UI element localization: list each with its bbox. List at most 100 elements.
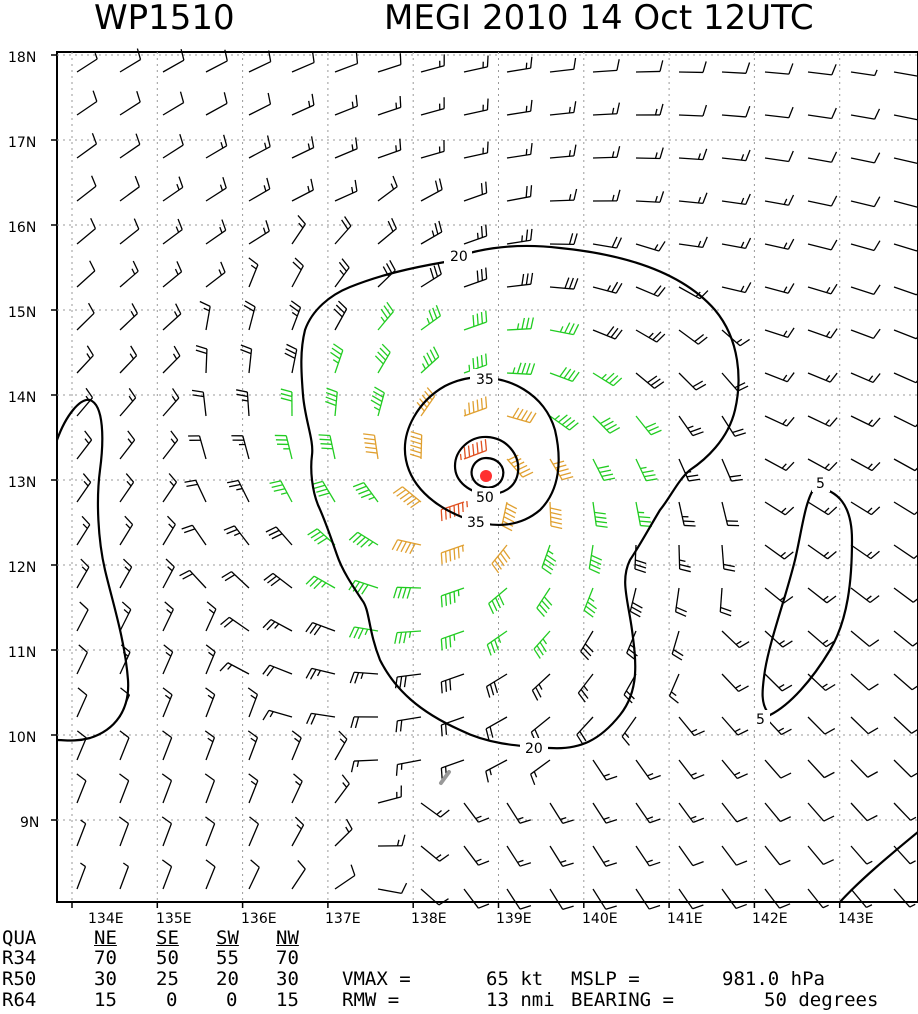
- wind-barb: [205, 92, 228, 116]
- wind-barb: [318, 434, 336, 460]
- wind-barb: [162, 644, 174, 675]
- row-label-r34: R34: [2, 947, 37, 969]
- wind-barb: [269, 480, 293, 503]
- wind-barb: [678, 148, 708, 161]
- wind-barb: [205, 134, 228, 159]
- wind-barb: [807, 458, 838, 472]
- wind-barb: [463, 396, 488, 417]
- wind-barb: [678, 104, 708, 117]
- wind-barb: [219, 662, 250, 675]
- wind-barb: [393, 586, 422, 599]
- longitude-labels: 134E 135E 136E 137E 138E 139E 140E 141E …: [88, 911, 874, 926]
- mslp-label: MSLP =: [571, 968, 640, 990]
- wind-barb: [850, 196, 881, 208]
- wind-barb: [370, 386, 385, 417]
- wind-barb: [220, 616, 250, 632]
- lon-label: 140E: [582, 911, 618, 926]
- wind-barb: [506, 272, 534, 288]
- wind-barb: [334, 94, 358, 116]
- wind-barb: [334, 52, 359, 73]
- wind-barb: [893, 157, 918, 165]
- wind-barb: [721, 372, 749, 392]
- wind-barb: [291, 773, 303, 804]
- gray-blob: [439, 770, 451, 785]
- wind-barb: [76, 819, 87, 847]
- vmax-value: 65 kt: [486, 968, 544, 990]
- wind-barb: [236, 389, 250, 417]
- wind-barb: [420, 802, 450, 818]
- vmax-label: VMAX =: [342, 968, 411, 990]
- wind-barb: [395, 759, 422, 776]
- wind-barb: [377, 217, 398, 245]
- wind-barb: [893, 501, 918, 516]
- wind-barb: [463, 55, 489, 73]
- wind-barb: [488, 587, 508, 615]
- wind-barb: [678, 236, 708, 248]
- wind-barb: [440, 500, 468, 522]
- wind-barb: [807, 328, 838, 339]
- wind-barb: [583, 587, 597, 618]
- wind-barb: [635, 759, 661, 781]
- wind-barb: [440, 630, 465, 651]
- wind-barb: [205, 219, 227, 245]
- wind-barb: [807, 888, 829, 909]
- wind-barb: [76, 387, 94, 417]
- wind-barb: [764, 888, 791, 909]
- wind-barb: [506, 802, 531, 824]
- wind-barb: [262, 709, 293, 721]
- lon-label: 139E: [496, 911, 532, 926]
- wind-barb: [243, 300, 256, 331]
- wind-barb: [721, 759, 748, 780]
- wind-barb: [348, 626, 379, 640]
- wind-barb: [352, 482, 379, 503]
- wind-barb: [420, 346, 440, 374]
- wind-barb: [592, 501, 608, 528]
- lat-label: 13N: [8, 475, 36, 491]
- wind-barb: [893, 372, 918, 384]
- wind-barb: [119, 133, 141, 159]
- lon-label: 137E: [325, 911, 361, 926]
- wind-barb: [179, 569, 207, 589]
- wind-barb: [549, 501, 563, 530]
- wind-barb: [291, 859, 306, 890]
- wind-barb: [248, 773, 259, 804]
- wind-barb: [764, 544, 794, 560]
- row-label-r50: R50: [2, 968, 37, 990]
- contour-label-35-top: 35: [476, 372, 494, 388]
- wind-barb: [850, 888, 873, 909]
- wind-barb: [807, 630, 836, 648]
- wind-barb: [377, 882, 408, 895]
- wind-barb: [549, 845, 574, 867]
- wind-barb: [764, 150, 794, 163]
- wind-barb: [531, 673, 551, 701]
- wind-barb: [395, 716, 422, 733]
- wind-barb: [205, 49, 228, 73]
- contour-se-corner: [839, 831, 918, 903]
- wind-barb: [350, 759, 379, 773]
- map-frame: [56, 51, 918, 903]
- r50-sw: 20: [216, 968, 239, 990]
- wind-barb: [764, 673, 793, 692]
- contour-label-50: 50: [476, 490, 494, 506]
- contour-label-20-top: 20: [450, 249, 468, 265]
- wind-barb: [377, 175, 398, 202]
- wind-barb: [850, 587, 880, 604]
- wind-barb: [463, 802, 490, 823]
- wind-barb: [348, 531, 379, 548]
- wind-barb: [463, 141, 489, 159]
- wind-barb: [119, 175, 140, 202]
- wind-barb: [291, 93, 315, 116]
- wind-barb: [635, 329, 666, 343]
- wind-barb: [592, 888, 617, 910]
- wind-barb: [391, 539, 422, 555]
- wind-barb: [377, 301, 394, 331]
- wind-barb: [850, 69, 878, 77]
- col-header-nw: NW: [276, 927, 299, 949]
- wind-barb: [118, 816, 130, 847]
- wind-barb: [549, 57, 577, 73]
- wind-barb: [420, 178, 443, 202]
- wind-barb: [248, 92, 272, 116]
- wind-barb: [76, 133, 98, 159]
- wind-barb: [463, 181, 488, 202]
- lon-label: 134E: [88, 911, 124, 926]
